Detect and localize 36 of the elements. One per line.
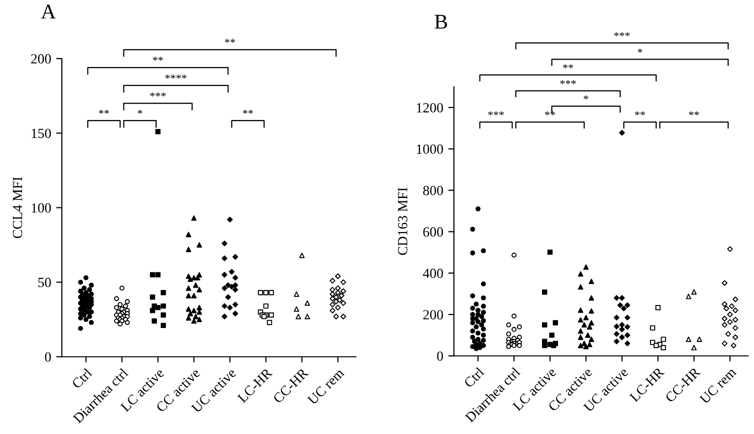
y-axis-title: CCL4 MFI [12, 177, 22, 238]
annotation: * [584, 95, 588, 100]
annotation: *** [150, 92, 166, 97]
annotation: ** [242, 110, 253, 114]
y-tick-label: 100 [32, 203, 51, 213]
text: * [638, 48, 642, 53]
x-tick-label: Ctrl [71, 367, 93, 389]
annotation: ** [152, 56, 163, 61]
y-tick-label: 1200 [416, 103, 443, 112]
annotation: *** [488, 111, 504, 116]
annotation: ** [634, 111, 646, 116]
annotation: ** [544, 111, 556, 116]
x-tick-label: UC rem [699, 366, 737, 404]
annotation: * [138, 110, 142, 114]
y-tick-label: 800 [423, 186, 443, 196]
y-tick-label: 400 [422, 268, 443, 278]
annotation: **** [165, 74, 187, 79]
y-tick-label: 200 [31, 54, 51, 64]
y-tick-label: 0 [44, 352, 51, 362]
text: ** [224, 38, 235, 43]
annotation: ** [98, 110, 109, 114]
x-tick-label: UC rem [307, 368, 345, 406]
chart-title: B [434, 14, 448, 29]
text: *** [614, 32, 630, 36]
chart-title: A [41, 4, 56, 18]
text: *** [560, 80, 576, 84]
y-axis-title: CD163 MFI [398, 188, 408, 255]
y-tick-label: 50 [38, 278, 51, 288]
text: ** [562, 64, 574, 68]
y-tick-label: 0 [437, 351, 443, 361]
y-tick-label: 1000 [416, 144, 443, 154]
y-tick-label: 600 [423, 227, 443, 237]
annotation: ** [688, 111, 700, 116]
y-tick-label: 200 [423, 310, 443, 320]
y-tick-label: 150 [32, 128, 51, 138]
x-tick-label: Ctrl [463, 366, 485, 388]
